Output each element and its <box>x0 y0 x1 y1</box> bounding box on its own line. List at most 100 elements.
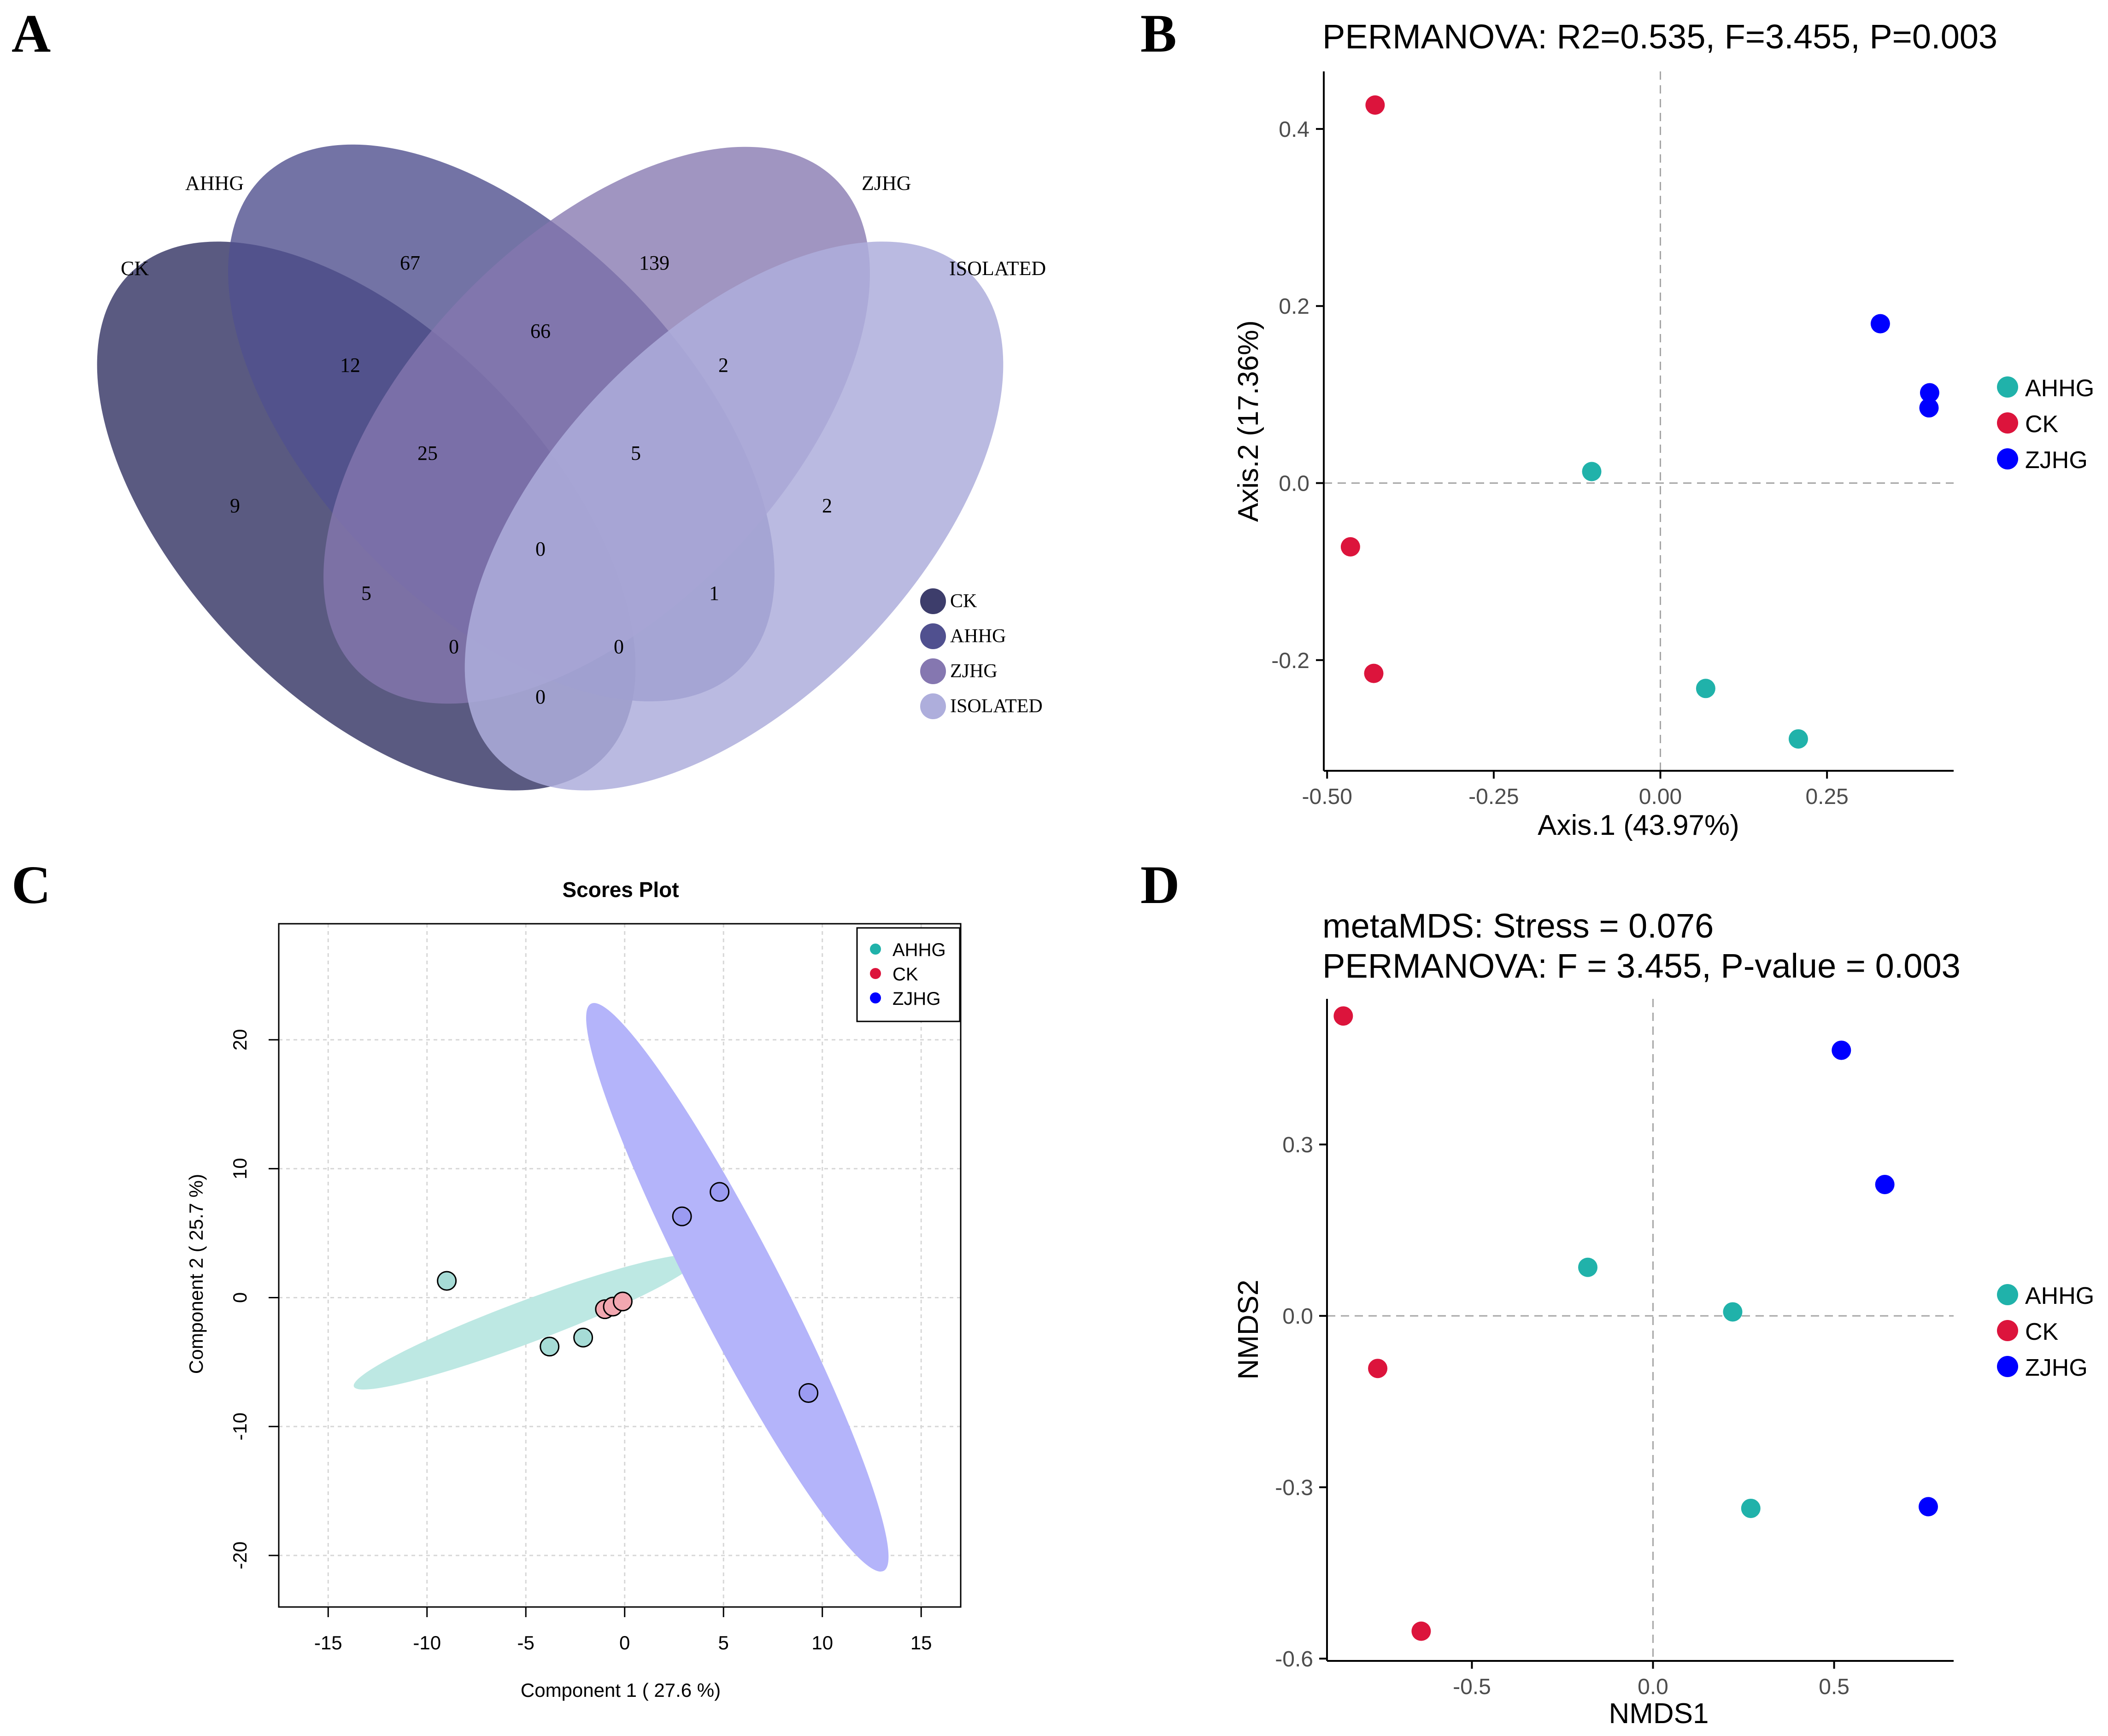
pcoa-legend-swatch-ahhg <box>1997 376 2018 398</box>
nmds-legend-swatch-ck <box>1997 1320 2018 1341</box>
nmds-point-ahhg <box>1723 1302 1743 1322</box>
pcoa-x-axis-title: Axis.1 (43.97%) <box>1538 809 1739 841</box>
nmds-point-ahhg <box>1578 1257 1598 1277</box>
pcoa-x-tick-label: 0.00 <box>1639 785 1682 809</box>
pcoa-legend-swatch-ck <box>1997 412 2018 434</box>
nmds-y-tick-label: 0.3 <box>1282 1133 1313 1157</box>
nmds-x-tick-label: 0.5 <box>1819 1675 1850 1699</box>
scores-plot-y-ticks: -20 -10 0 10 20 <box>229 1029 279 1569</box>
nmds-points <box>1333 1006 1938 1641</box>
scores-point-ahhg <box>540 1337 560 1357</box>
scores-x-tick-label: 0 <box>619 1632 630 1654</box>
pcoa-chart: PERMANOVA: R2=0.535, F=3.455, P=0.003 -0… <box>1233 18 2094 841</box>
nmds-title-line-2: PERMANOVA: F = 3.455, P-value = 0.003 <box>1322 947 1961 985</box>
pcoa-point-zjhg <box>1919 398 1939 418</box>
scores-y-tick-label: 20 <box>229 1029 251 1050</box>
scores-plot-frame <box>278 923 962 1608</box>
scores-x-tick-label: -15 <box>314 1632 342 1654</box>
venn-legend-label-ahhg: AHHG <box>950 626 1006 647</box>
scores-point-zjhg <box>672 1206 692 1226</box>
venn-legend-label-isolated: ISOLATED <box>950 696 1043 717</box>
nmds-chart: metaMDS: Stress = 0.076 PERMANOVA: F = 3… <box>1233 907 2094 1730</box>
pcoa-y-tick-label: -0.2 <box>1271 649 1309 673</box>
scores-plot-points <box>437 1182 819 1403</box>
pcoa-point-zjhg <box>1870 314 1890 334</box>
pcoa-x-tick-label: 0.25 <box>1805 785 1848 809</box>
panel-label-c: C <box>12 855 51 915</box>
venn-count-ck-ahhg-zjhg: 25 <box>417 442 438 464</box>
scores-x-tick-label: 10 <box>811 1632 833 1654</box>
venn-set-label-isolated: ISOLATED <box>949 257 1046 280</box>
nmds-point-ck <box>1368 1359 1388 1378</box>
pcoa-point-ck <box>1365 95 1385 115</box>
scores-y-tick-label: -10 <box>229 1413 251 1441</box>
venn-count-ahhg-zjhg: 66 <box>530 320 551 342</box>
scores-x-tick-label: -10 <box>413 1632 441 1654</box>
nmds-x-tick-label: -0.5 <box>1453 1675 1491 1699</box>
scores-x-tick-label: 15 <box>910 1632 932 1654</box>
scores-point-ahhg <box>573 1327 593 1348</box>
nmds-y-ticks: -0.6 -0.3 0.0 0.3 <box>1275 1133 1327 1671</box>
scores-x-tick-label: 5 <box>718 1632 729 1654</box>
panel-label-a: A <box>12 3 51 64</box>
venn-count-ck-ahhg-isolated: 0 <box>614 635 624 658</box>
venn-count-zjhg-isolated: 2 <box>718 354 728 376</box>
venn-legend-swatch-ck <box>920 588 946 614</box>
pcoa-y-tick-label: 0.4 <box>1279 117 1309 142</box>
pcoa-y-ticks: -0.2 0.0 0.2 0.4 <box>1271 117 1324 673</box>
scores-plot-legend: AHHG CK ZJHG <box>856 927 961 1022</box>
nmds-legend-label-zjhg: ZJHG <box>2025 1355 2088 1381</box>
venn-count-all: 0 <box>535 538 546 560</box>
nmds-legend-swatch-ahhg <box>1997 1284 2018 1305</box>
nmds-title-line-1: metaMDS: Stress = 0.076 <box>1322 907 1714 945</box>
nmds-point-zjhg <box>1875 1174 1895 1194</box>
venn-legend: CK AHHG ZJHG ISOLATED <box>920 588 1043 719</box>
scores-y-tick-label: -20 <box>229 1542 251 1570</box>
scores-point-ahhg <box>437 1271 457 1291</box>
scores-legend-swatch-ck <box>870 968 881 979</box>
venn-set-label-ck: CK <box>121 257 149 280</box>
scores-plot-x-ticks: -15 -10 -5 0 5 10 15 <box>314 1607 932 1654</box>
pcoa-reference-lines <box>1324 71 1954 771</box>
scores-plot-x-axis-title: Component 1 ( 27.6 %) <box>521 1679 721 1701</box>
nmds-y-tick-label: -0.3 <box>1275 1476 1313 1500</box>
pcoa-legend-label-zjhg: ZJHG <box>2025 447 2088 474</box>
pcoa-x-tick-label: -0.25 <box>1468 785 1519 809</box>
nmds-y-tick-label: 0.0 <box>1282 1304 1313 1329</box>
venn-count-ck-zjhg-isolated: 0 <box>449 635 459 658</box>
venn-diagram: CK AHHG ZJHG ISOLATED 9 67 139 2 12 66 2… <box>97 144 1046 791</box>
scores-legend-swatch-ahhg <box>870 944 881 955</box>
nmds-point-zjhg <box>1832 1040 1851 1060</box>
scores-point-zjhg <box>799 1383 819 1403</box>
scores-y-tick-label: 10 <box>229 1158 251 1179</box>
pcoa-point-ck <box>1364 663 1384 683</box>
scores-plot-y-axis-title: Component 2 ( 25.7 %) <box>185 1174 207 1374</box>
scores-plot-ellipses <box>353 1003 889 1572</box>
scores-point-zjhg <box>710 1182 730 1202</box>
venn-count-isolated: 2 <box>822 494 832 517</box>
pcoa-point-zjhg <box>1920 383 1939 403</box>
pcoa-legend-swatch-zjhg <box>1997 448 2018 469</box>
pcoa-point-ck <box>1340 537 1360 557</box>
venn-set-label-zjhg: ZJHG <box>862 172 911 194</box>
venn-count-zjhg: 139 <box>639 252 669 274</box>
pcoa-y-tick-label: 0.0 <box>1279 472 1309 496</box>
scores-plot-title: Scores Plot <box>562 878 679 902</box>
venn-count-ahhg-zjhg-isolated: 5 <box>631 442 641 464</box>
nmds-point-ck <box>1333 1006 1353 1026</box>
venn-legend-swatch-zjhg <box>920 658 946 684</box>
scores-y-tick-label: 0 <box>229 1292 251 1303</box>
nmds-x-tick-label: 0.0 <box>1638 1675 1668 1699</box>
venn-legend-swatch-isolated <box>920 693 946 719</box>
nmds-point-ahhg <box>1741 1498 1761 1518</box>
pcoa-title: PERMANOVA: R2=0.535, F=3.455, P=0.003 <box>1322 18 1997 56</box>
venn-legend-label-ck: CK <box>950 591 977 612</box>
scores-legend-label-zjhg: ZJHG <box>893 989 940 1009</box>
venn-ellipse-isolated <box>464 241 1004 791</box>
scores-ellipse-zjhg <box>586 1003 889 1572</box>
venn-legend-label-zjhg: ZJHG <box>950 661 998 682</box>
nmds-point-ck <box>1411 1621 1431 1641</box>
pcoa-x-tick-label: -0.50 <box>1302 785 1352 809</box>
scores-plot: Scores Plot -15 -10 -5 0 5 10 15 -20 -10 0 10 20 C… <box>185 878 962 1701</box>
